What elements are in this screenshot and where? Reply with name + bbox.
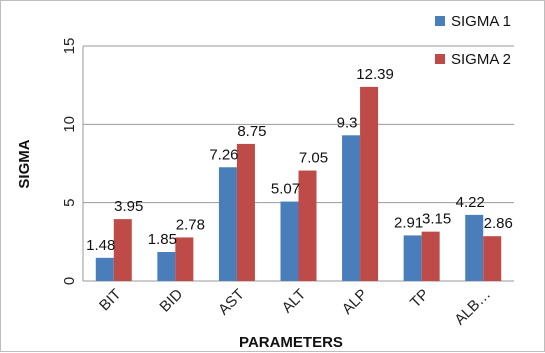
bar-1 (342, 135, 361, 281)
x-tick-label: AST (215, 286, 248, 319)
legend: SIGMA 1 SIGMA 2 (435, 13, 511, 68)
legend-label: SIGMA 1 (451, 13, 511, 30)
bar-1 (157, 252, 176, 281)
data-label: 9.3 (337, 114, 358, 131)
data-label: 2.91 (394, 214, 423, 231)
data-label: 3.15 (422, 211, 451, 228)
x-tick-label: ALT (279, 286, 310, 317)
data-label: 2.86 (484, 215, 513, 232)
bar-2 (113, 219, 132, 281)
gridlines (82, 45, 514, 282)
bar-2 (175, 237, 194, 281)
data-label: 12.39 (356, 66, 394, 83)
data-labels: 1.48 3.95 1.852.78 7.26 8.75 5.07 7.05 9.3 12.39… (86, 66, 513, 254)
data-label: 7.26 (209, 146, 238, 163)
data-label: 2.78 (176, 216, 205, 233)
legend-swatch (435, 54, 445, 64)
x-tick-labels: BIT BID AST ALT ALP TP ALB… (96, 286, 494, 329)
y-tick-label: 10 (61, 116, 78, 133)
bar-1 (465, 214, 484, 281)
x-tick-label: ALP (339, 286, 371, 318)
bar-1 (218, 167, 237, 281)
bar-1 (95, 257, 114, 281)
x-tick-label: BIT (96, 286, 125, 315)
bar-2 (236, 143, 255, 281)
legend-label: SIGMA 2 (451, 51, 511, 68)
bar-1 (280, 201, 299, 281)
x-tick-label: TP (407, 286, 433, 312)
data-label: 7.05 (299, 150, 328, 167)
data-label: 1.48 (86, 237, 115, 254)
bars (95, 86, 502, 281)
y-tick-labels: 0 5 10 15 (61, 38, 78, 286)
data-label: 5.07 (271, 181, 300, 198)
x-tick-label: ALB… (451, 286, 494, 329)
bar-2 (421, 231, 440, 281)
bar-1 (403, 235, 422, 281)
y-tick-label: 5 (61, 198, 78, 206)
data-label: 8.75 (237, 123, 266, 140)
x-axis-title: PARAMETERS (239, 334, 343, 351)
x-tick-label: BID (156, 286, 186, 316)
data-label: 3.95 (114, 198, 143, 215)
bar-2 (483, 236, 502, 281)
data-label: 4.22 (456, 194, 485, 211)
y-tick-label: 0 (61, 277, 78, 285)
bar-2 (360, 86, 379, 281)
data-label: 1.85 (148, 231, 177, 248)
y-axis-title: SIGMA (16, 139, 33, 188)
y-tick-label: 15 (61, 38, 78, 55)
legend-swatch (435, 16, 445, 26)
bar-2 (298, 170, 317, 281)
